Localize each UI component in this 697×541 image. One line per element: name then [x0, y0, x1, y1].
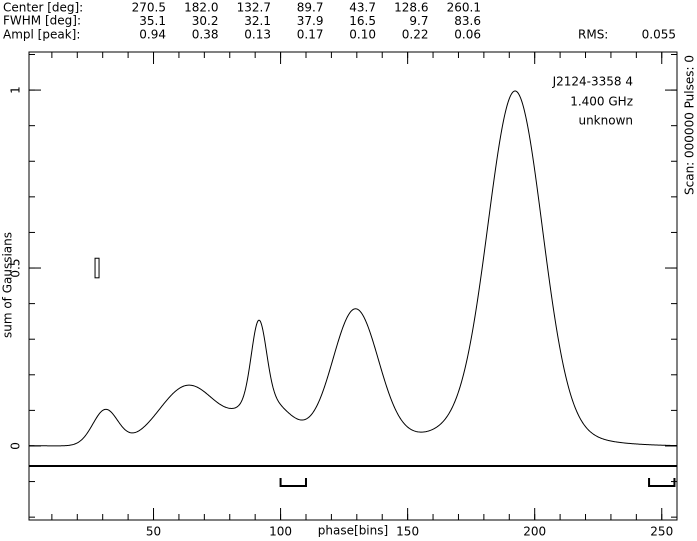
- x-tick-label: 50: [146, 525, 161, 539]
- y-axis-label: sum of Gaussians: [1, 232, 15, 338]
- table-value: 89.7: [297, 1, 324, 15]
- profile-line: [28, 90, 678, 447]
- y-tick-label: 0: [9, 442, 23, 450]
- x-tick-label: 200: [523, 525, 546, 539]
- x-tick-label: 150: [396, 525, 419, 539]
- x-tick-label: 250: [650, 525, 673, 539]
- table-value: 132.7: [237, 1, 271, 15]
- table-value: 30.2: [192, 14, 219, 28]
- x-tick-label: 100: [269, 525, 292, 539]
- table-value: 270.5: [132, 1, 166, 15]
- row-label: Center [deg]:: [3, 1, 83, 15]
- table-value: 0.13: [244, 28, 271, 42]
- table-value: 35.1: [139, 14, 166, 28]
- side-label: Scan: 000000 Pulses: 0: [683, 55, 697, 195]
- annotation: 1.400 GHz: [570, 95, 633, 109]
- window-bracket: [648, 478, 676, 487]
- annotation: J2124-3358 4: [552, 75, 633, 89]
- rms-box: [94, 257, 100, 279]
- table-value: 182.0: [184, 1, 218, 15]
- x-axis-label: phase[bins]: [318, 524, 388, 538]
- annotation: unknown: [578, 114, 633, 128]
- plot-frame: [28, 51, 678, 521]
- rms-value: 0.055: [642, 28, 676, 42]
- y-tick-label: 0.5: [9, 258, 23, 277]
- table-value: 0.10: [349, 28, 376, 42]
- row-label: Ampl [peak]:: [3, 28, 80, 42]
- table-value: 0.94: [139, 28, 166, 42]
- table-value: 0.06: [454, 28, 481, 42]
- table-value: 0.17: [297, 28, 324, 42]
- row-label: FWHM [deg]:: [3, 14, 81, 28]
- table-value: 16.5: [349, 14, 376, 28]
- table-value: 37.9: [297, 14, 324, 28]
- rms-label: RMS:: [578, 28, 608, 42]
- table-value: 83.6: [454, 14, 481, 28]
- table-value: 0.38: [192, 28, 219, 42]
- table-value: 128.6: [394, 1, 428, 15]
- table-value: 32.1: [244, 14, 271, 28]
- y-tick-label: 1: [9, 86, 23, 94]
- table-value: 9.7: [409, 14, 428, 28]
- table-value: 0.22: [402, 28, 429, 42]
- table-value: 43.7: [349, 1, 376, 15]
- window-bracket: [279, 478, 307, 487]
- table-value: 260.1: [447, 1, 481, 15]
